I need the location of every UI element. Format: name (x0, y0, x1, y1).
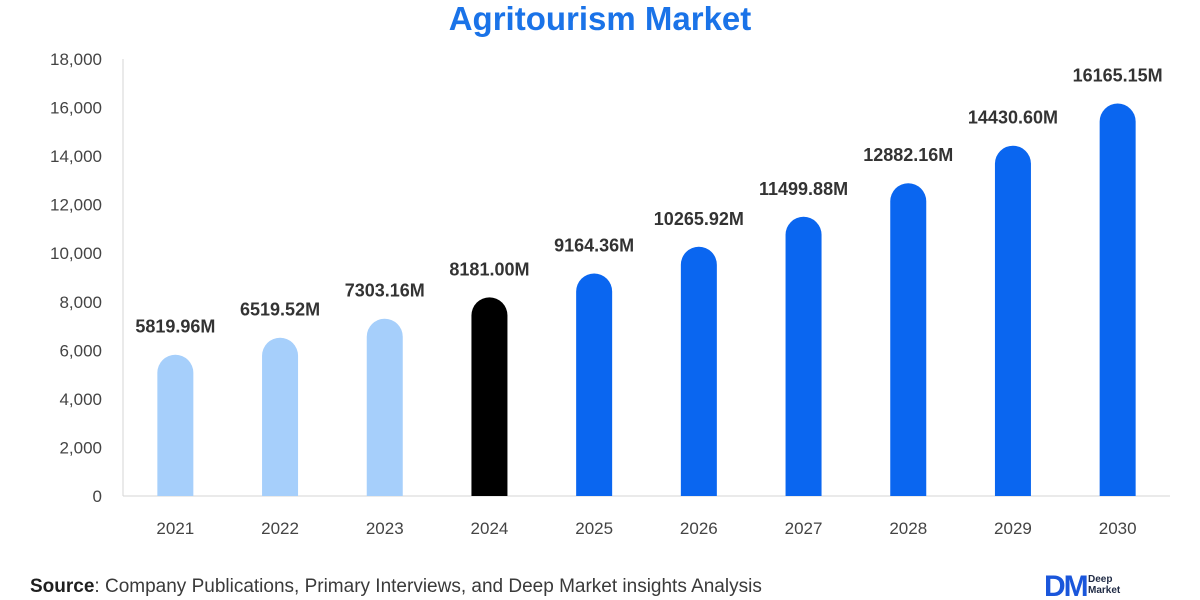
source-note: Source: Company Publications, Primary In… (30, 576, 762, 598)
data-label-2030: 16165.15M (1073, 66, 1163, 86)
y-tick-label: 8,000 (59, 293, 102, 312)
data-label-2023: 7303.16M (345, 281, 425, 301)
source-key: Source (30, 576, 95, 597)
y-axis-ticks: 0 2,000 4,000 6,000 8,000 10,000 12,000 14,000 1… (50, 50, 102, 506)
data-label-2028: 12882.16M (863, 145, 953, 165)
x-tick-label: 2022 (261, 519, 299, 538)
data-label-2022: 6519.52M (240, 300, 320, 320)
y-tick-label: 10,000 (50, 244, 102, 263)
x-tick-label: 2030 (1099, 519, 1137, 538)
data-label-2025: 9164.36M (554, 236, 634, 256)
data-label-2021: 5819.96M (135, 317, 215, 337)
data-labels: 5819.96M 6519.52M 7303.16M 8181.00M 9164.36M… (135, 66, 1162, 337)
x-tick-label: 2023 (366, 519, 404, 538)
y-tick-label: 2,000 (59, 438, 102, 457)
x-tick-label: 2029 (994, 519, 1032, 538)
deep-market-logo: DM Deep Market (1044, 572, 1184, 600)
logo-wordmark: Deep Market (1088, 574, 1120, 596)
y-tick-label: 14,000 (50, 147, 102, 166)
x-axis-ticks: 2021 2022 2023 2024 2025 2026 2027 2028 2029 2030 (156, 519, 1136, 538)
bar-2026 (680, 246, 717, 496)
x-tick-label: 2028 (889, 519, 927, 538)
logo-mark: DM (1044, 570, 1089, 600)
x-tick-label: 2024 (471, 519, 509, 538)
bar-2027 (785, 216, 822, 496)
x-tick-label: 2025 (575, 519, 613, 538)
data-label-2024: 8181.00M (449, 259, 529, 279)
bar-2025 (576, 273, 613, 496)
bar-2022 (262, 337, 299, 496)
y-tick-label: 18,000 (50, 50, 102, 69)
data-label-2029: 14430.60M (968, 108, 1058, 128)
data-label-2026: 10265.92M (654, 209, 744, 229)
bar-2030 (1099, 103, 1136, 496)
chart-title: Agritourism Market (448, 0, 752, 37)
y-tick-label: 6,000 (59, 341, 102, 360)
x-tick-label: 2027 (785, 519, 823, 538)
y-tick-label: 12,000 (50, 196, 102, 215)
logo-line-1: Deep (1088, 574, 1113, 585)
bar-2021 (157, 354, 194, 496)
x-tick-label: 2026 (680, 519, 718, 538)
bars (157, 103, 1136, 496)
y-tick-label: 0 (93, 487, 102, 506)
source-text: : Company Publications, Primary Intervie… (94, 576, 762, 597)
bar-2029 (994, 145, 1031, 496)
data-label-2027: 11499.88M (759, 179, 848, 199)
x-tick-label: 2021 (156, 519, 194, 538)
bar-2028 (890, 183, 927, 496)
bar-2023 (366, 318, 403, 496)
y-tick-label: 16,000 (50, 99, 102, 118)
bar-2024 (471, 297, 508, 496)
logo-line-2: Market (1088, 585, 1121, 596)
y-tick-label: 4,000 (59, 390, 102, 409)
